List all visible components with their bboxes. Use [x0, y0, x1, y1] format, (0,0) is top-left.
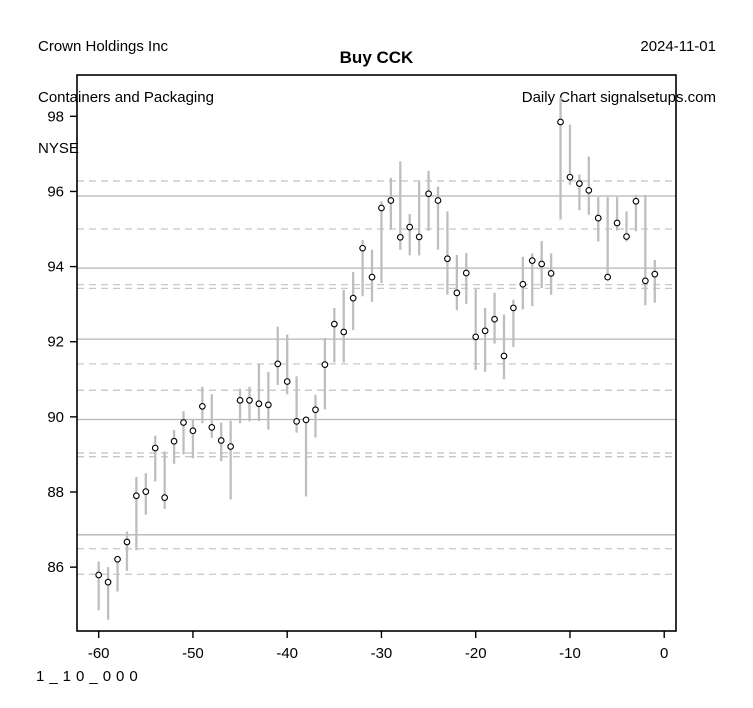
close-marker [538, 260, 546, 268]
close-marker [462, 269, 470, 277]
close-marker [264, 401, 272, 409]
close-marker [453, 289, 461, 297]
plot-frame [76, 74, 677, 632]
y-tick-label: 90 [47, 409, 64, 426]
x-tick-label: -60 [88, 645, 110, 662]
close-marker [444, 255, 451, 263]
x-tick-label: -30 [371, 645, 393, 662]
close-marker [396, 233, 404, 241]
close-marker [547, 270, 555, 277]
close-marker [566, 173, 574, 181]
y-tick-label: 86 [47, 559, 64, 576]
close-marker [151, 444, 159, 452]
close-marker [632, 197, 640, 205]
x-tick-label: -20 [465, 645, 487, 662]
close-marker [170, 437, 178, 445]
industry-name: Containers and Packaging [38, 89, 214, 106]
chart-title: Buy CCK [339, 48, 414, 67]
close-marker [255, 400, 263, 408]
x-tick-label: -10 [559, 645, 581, 662]
x-tick-label: 0 [660, 645, 668, 662]
close-marker [557, 118, 564, 126]
company-name: Crown Holdings Inc [38, 38, 169, 55]
close-marker [406, 223, 414, 231]
close-marker [236, 396, 244, 404]
y-tick-label: 98 [47, 108, 64, 125]
exchange-name: NYSE [38, 140, 79, 157]
close-marker [133, 492, 140, 500]
close-marker [217, 437, 225, 444]
close-marker [510, 304, 517, 312]
close-marker [415, 233, 423, 241]
close-marker [180, 419, 187, 426]
close-marker [199, 402, 206, 410]
header-right: 2024-11-01 Daily Chart signalsetups.com [522, 4, 716, 140]
close-marker [208, 424, 216, 431]
close-marker [349, 294, 357, 302]
close-marker [274, 360, 282, 368]
close-marker [434, 197, 442, 204]
close-marker [95, 571, 103, 579]
close-marker [651, 270, 659, 278]
chart-date: 2024-11-01 [640, 38, 716, 55]
y-tick-label: 92 [47, 334, 64, 351]
close-marker [500, 352, 508, 360]
close-marker [481, 327, 489, 335]
y-tick-label: 96 [47, 183, 64, 200]
y-tick-label: 94 [47, 259, 64, 276]
close-marker [227, 443, 234, 450]
close-marker [491, 315, 498, 323]
close-marker [642, 277, 649, 285]
x-tick-label: -50 [182, 645, 204, 662]
close-marker [283, 378, 291, 385]
setup-code: 1_10_000 [36, 668, 143, 685]
close-marker [528, 257, 536, 264]
x-tick-label: -40 [276, 645, 298, 662]
close-marker [613, 219, 621, 227]
close-marker [576, 180, 583, 187]
close-marker [519, 280, 527, 288]
close-marker [142, 488, 150, 495]
close-marker [246, 396, 253, 404]
close-marker [302, 416, 310, 424]
close-marker [378, 204, 385, 212]
close-marker [425, 190, 432, 198]
header-left: Crown Holdings Inc Containers and Packag… [38, 4, 214, 191]
close-marker [161, 494, 169, 501]
close-marker [321, 361, 329, 368]
close-marker [604, 273, 612, 281]
close-marker [585, 186, 593, 194]
close-marker [387, 197, 395, 204]
close-marker [368, 273, 376, 281]
close-marker [340, 328, 348, 336]
close-marker [123, 538, 131, 546]
close-marker [104, 578, 112, 586]
close-marker [293, 418, 300, 425]
close-marker [114, 555, 121, 563]
y-tick-label: 88 [47, 484, 64, 501]
close-marker [594, 214, 602, 222]
close-marker [623, 233, 630, 240]
close-marker [189, 427, 197, 435]
close-marker [472, 333, 480, 341]
chart-source: Daily Chart signalsetups.com [521, 89, 716, 106]
close-marker [330, 320, 338, 328]
close-marker [312, 406, 319, 414]
close-marker [359, 244, 366, 252]
